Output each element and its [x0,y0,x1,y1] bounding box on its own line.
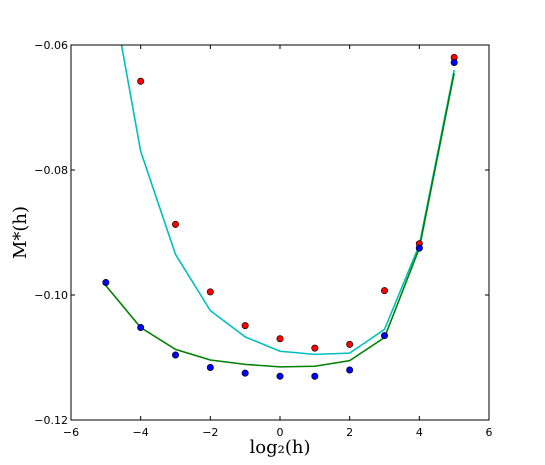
data-point-s1-0 [102,278,110,286]
data-point-s1-2 [172,351,180,359]
y-tick-label-2: −0.08 [34,164,68,177]
data-point-s1-7 [346,366,354,374]
data-point-s1-6 [311,372,319,380]
data-point-s1-1 [137,323,145,331]
data-point-s1-3 [206,363,214,371]
data-point-s1-9 [415,244,423,252]
x-tick-label-0: −6 [63,426,79,439]
data-point-s1-8 [380,332,388,340]
x-tick-label-1: −4 [133,426,149,439]
plot-frame [70,44,490,421]
y-tick-label-3: −0.06 [34,39,68,52]
x-tick-label-6: 6 [486,426,493,439]
data-point-s1-4 [241,369,249,377]
y-tick-label-1: −0.10 [34,289,68,302]
data-point-s0-2 [206,288,214,296]
series-line-0 [120,45,455,356]
data-point-s0-5 [311,344,319,352]
data-point-s0-6 [346,340,354,348]
data-point-s0-3 [241,322,249,330]
x-tick-label-2: −2 [202,426,218,439]
series-layer [105,45,455,368]
data-point-s0-0 [137,77,145,85]
y-tick-label-0: −0.12 [34,414,68,427]
x-axis-label: log₂(h) [250,437,311,458]
data-point-s1-5 [276,372,284,380]
x-tick-label-5: 4 [416,426,423,439]
data-point-s0-7 [380,287,388,295]
y-axis-label: M*(h) [10,206,31,259]
ticks-layer: −6 −4 −2 0 2 4 6 −0.12 −0.10 −0.08 −0.06 [34,39,492,439]
data-point-s0-4 [276,335,284,343]
x-tick-label-4: 2 [346,426,353,439]
points-layer [102,53,458,380]
x-tick-label-3: 0 [277,426,284,439]
series-line-1 [105,72,455,368]
data-point-s0-1 [172,220,180,228]
data-point-s1-10 [450,58,458,66]
